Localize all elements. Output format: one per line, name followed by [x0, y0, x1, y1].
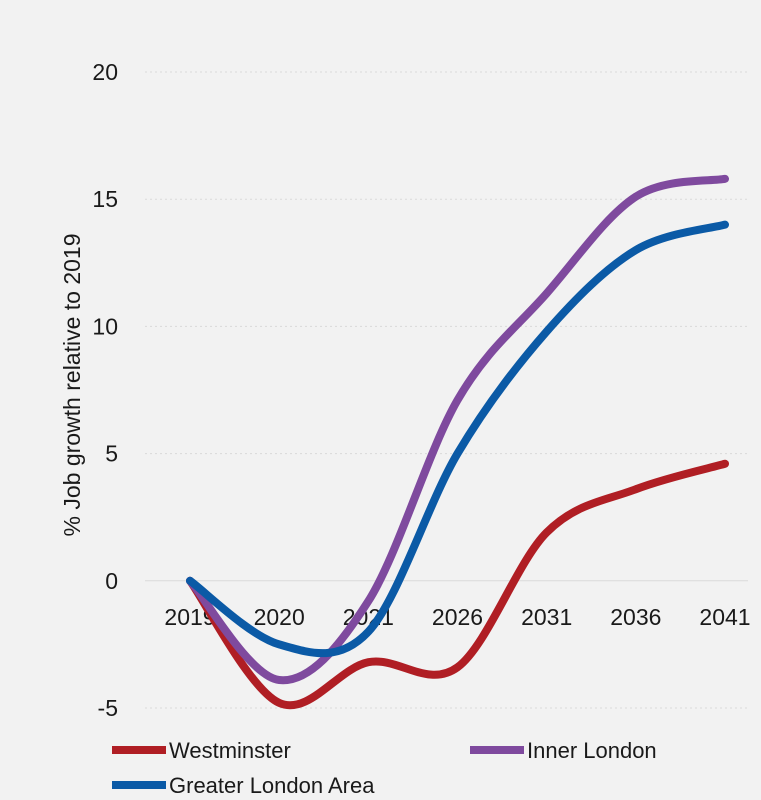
- x-tick-label: 2036: [610, 604, 661, 630]
- legend-item: Greater London Area: [112, 773, 375, 798]
- x-tick-label: 2041: [699, 604, 750, 630]
- series-lines: [186, 174, 729, 710]
- gridlines: [145, 71, 748, 709]
- x-tick-label: 2026: [432, 604, 483, 630]
- y-axis-ticks: -5 0 5 10 15 20: [92, 59, 118, 721]
- series-line-inner-london: [186, 174, 729, 685]
- x-tick-label: 2020: [254, 604, 305, 630]
- legend-label: Inner London: [527, 738, 657, 763]
- y-tick-label: 0: [105, 568, 118, 594]
- series-line-westminster: [186, 459, 729, 710]
- y-tick-label: 5: [105, 441, 118, 467]
- y-tick-label: 10: [92, 313, 118, 339]
- y-tick-label: 15: [92, 186, 118, 212]
- x-axis-ticks: 2019 2020 2021 2026 2031 2036 2041: [164, 604, 750, 630]
- y-tick-label: 20: [92, 59, 118, 85]
- legend: Westminster Inner London Greater London Ar…: [112, 738, 657, 798]
- legend-item: Westminster: [112, 738, 291, 763]
- y-axis-title: % Job growth relative to 2019: [59, 233, 85, 536]
- legend-item: Inner London: [470, 738, 657, 763]
- y-tick-label: -5: [98, 695, 118, 721]
- legend-label: Westminster: [169, 738, 291, 763]
- series-line-greater-london-area: [186, 220, 729, 658]
- legend-label: Greater London Area: [169, 773, 375, 795]
- x-tick-label: 2031: [521, 604, 572, 630]
